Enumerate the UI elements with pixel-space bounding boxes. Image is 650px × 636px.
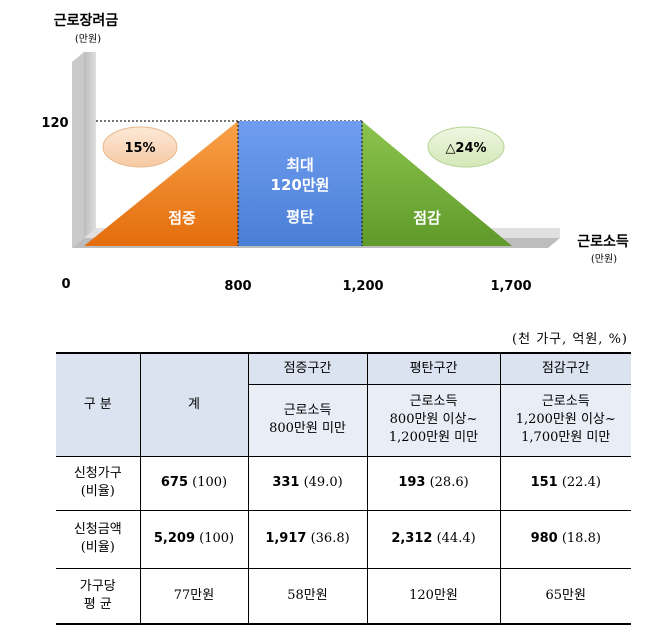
cell-amount-increase: 1,917 (36.8) <box>247 509 368 569</box>
y-axis-title: 근로장려금 <box>54 12 119 29</box>
table-row: 신청금액 (비율) 5,209 (100) 1,917 (36.8) 2,312… <box>56 509 631 569</box>
increase-rate-badge <box>102 126 178 168</box>
credit-phase-diagram: 점증 최대 120만원 평탄 점감 15% △24% 근로장려금 (만원) 근로… <box>41 12 629 294</box>
segment-increase-label: 점증 <box>168 209 196 227</box>
cell-households-total: 675 (100) <box>139 455 249 511</box>
x-axis-title: 근로소득 <box>577 234 629 250</box>
y-axis-bar-face <box>84 52 96 238</box>
y-axis-unit: (만원) <box>75 33 101 45</box>
header-range-flat: 근로소득 800만원 이상~ 1,200만원 미만 <box>366 383 501 457</box>
segment-flat-label-mid: 120만원 <box>271 176 330 194</box>
cell-average-decrease: 65만원 <box>499 567 631 625</box>
application-status-table: 구 분 계 점증구간 평탄구간 점감구간 근로소득 800만원 미만 근로소득 <box>56 352 631 625</box>
segment-flat-shape <box>238 121 362 246</box>
segment-decrease-label: 점감 <box>413 209 441 227</box>
y-tick-label: 120 <box>41 116 68 131</box>
y-axis-bar <box>72 52 84 248</box>
cell-average-total: 77만원 <box>139 567 249 625</box>
segment-flat-label-top: 최대 <box>286 156 314 174</box>
increase-rate-text: 15% <box>124 141 155 156</box>
cell-average-flat: 120만원 <box>366 567 501 625</box>
table-unit-note: (천 가구, 억원, %) <box>512 332 628 347</box>
header-phase-increase: 점증구간 <box>247 352 368 385</box>
cell-households-increase: 331 (49.0) <box>247 455 368 511</box>
segment-decrease-shape <box>362 121 512 246</box>
cell-average-increase: 58만원 <box>247 567 368 625</box>
header-total: 계 <box>139 352 249 457</box>
cell-households-decrease: 151 (22.4) <box>499 455 631 511</box>
header-range-increase: 근로소득 800만원 미만 <box>247 383 368 457</box>
decrease-rate-badge <box>427 126 505 168</box>
header-phase-decrease: 점감구간 <box>499 352 631 385</box>
header-phase-flat: 평탄구간 <box>366 352 501 385</box>
segment-flat-label: 평탄 <box>286 208 314 226</box>
cell-amount-total: 5,209 (100) <box>139 509 249 569</box>
table-row: 가구당 평 균 77만원 58만원 120만원 65만원 <box>56 567 631 625</box>
x-tick-label: 0 <box>61 277 70 292</box>
cell-amount-flat: 2,312 (44.4) <box>366 509 501 569</box>
x-tick-label: 800 <box>224 279 251 294</box>
header-range-decrease: 근로소득 1,200만원 이상~ 1,700만원 미만 <box>499 383 631 457</box>
cell-amount-decrease: 980 (18.8) <box>499 509 631 569</box>
x-axis-unit: (만원) <box>591 253 617 265</box>
x-tick-label: 1,200 <box>342 279 383 294</box>
row-label-average: 가구당 평 균 <box>56 567 141 625</box>
segment-increase-shape <box>84 121 238 246</box>
table-row: 신청가구 (비율) 675 (100) 331 (49.0) 193 (28.6… <box>56 455 631 511</box>
row-label-households: 신청가구 (비율) <box>56 455 141 511</box>
cell-households-flat: 193 (28.6) <box>366 455 501 511</box>
row-label-amount: 신청금액 (비율) <box>56 509 141 569</box>
x-tick-label: 1,700 <box>490 279 531 294</box>
header-category: 구 분 <box>56 352 141 457</box>
decrease-rate-text: △24% <box>445 141 486 156</box>
